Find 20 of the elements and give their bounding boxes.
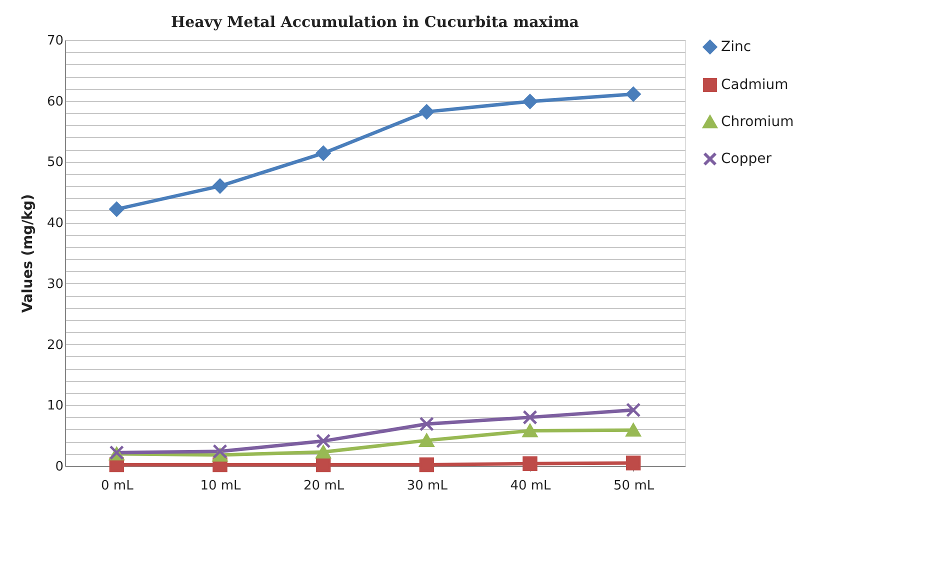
y-tick-label: 70: [46, 34, 64, 48]
chart-title: Heavy Metal Accumulation in Cucurbita maxima: [170, 13, 580, 31]
legend-label: Zinc: [721, 39, 752, 55]
y-tick-label: 10: [46, 398, 64, 414]
y-tick-label: 20: [46, 338, 64, 353]
x-tick-label: 30 mL: [406, 478, 448, 494]
y-tick-label: 60: [46, 94, 64, 110]
y-tick-label: 30: [46, 276, 64, 292]
x-tick-label: 40 mL: [510, 478, 552, 494]
legend-label: Chromium: [721, 114, 794, 130]
y-tick-label: 40: [46, 216, 64, 232]
y-tick-label: 0: [55, 460, 64, 474]
x-tick-label: 0 mL: [101, 478, 134, 494]
x-tick-label: 20 mL: [304, 478, 345, 494]
x-tick-label: 50 mL: [614, 478, 655, 494]
legend-label: Copper: [721, 151, 772, 167]
legend-label: Cadmium: [721, 77, 788, 93]
y-axis-title: Values (mg/kg): [20, 194, 36, 313]
x-tick-label: 10 mL: [200, 478, 242, 494]
y-tick-label: 50: [46, 155, 64, 170]
